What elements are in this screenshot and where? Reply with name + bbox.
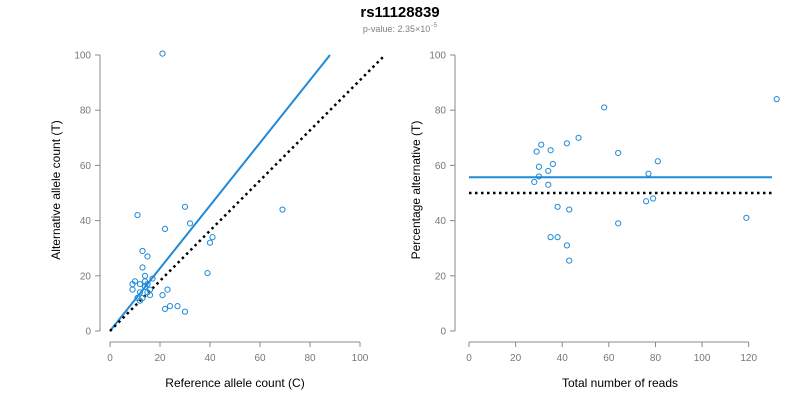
x-tick-label: 40 xyxy=(204,353,216,364)
data-point xyxy=(209,234,216,241)
x-tick-label: 100 xyxy=(352,353,369,364)
data-point xyxy=(159,292,166,299)
x-tick-label: 100 xyxy=(694,353,711,364)
data-point xyxy=(535,173,543,180)
data-point xyxy=(161,305,169,313)
y-tick-label: 80 xyxy=(435,106,447,117)
y-tick-label: 100 xyxy=(74,51,91,62)
data-point xyxy=(743,214,750,221)
data-point xyxy=(149,275,156,282)
data-point xyxy=(159,50,166,57)
data-point xyxy=(136,289,144,296)
data-point xyxy=(139,247,146,255)
data-point xyxy=(563,242,570,249)
data-point xyxy=(563,140,570,147)
data-point xyxy=(533,148,540,155)
data-point xyxy=(131,278,139,285)
y-tick-label: 100 xyxy=(429,51,446,62)
x-tick-label: 20 xyxy=(154,353,166,364)
data-point xyxy=(566,257,573,264)
data-point xyxy=(186,220,194,227)
data-point xyxy=(141,278,149,285)
data-point xyxy=(164,286,171,293)
x-tick-label: 60 xyxy=(603,353,615,364)
x-tick-label: 0 xyxy=(466,353,472,364)
data-point xyxy=(545,181,552,188)
data-point xyxy=(129,286,136,293)
y-tick-label: 20 xyxy=(435,271,447,282)
reference-dotted-line xyxy=(109,54,386,332)
data-point xyxy=(575,134,582,141)
data-point xyxy=(545,167,552,175)
x-tick-label: 80 xyxy=(650,353,662,364)
data-point xyxy=(144,253,151,260)
y-tick-label: 40 xyxy=(80,216,92,227)
right-scatter-panel: 0 20 40 60 80 100 120 0 20 40 60 80 100 Total number … xyxy=(409,51,780,390)
chart-title: rs11128839 xyxy=(360,4,440,21)
x-tick-label: 120 xyxy=(740,353,757,364)
data-point xyxy=(144,289,151,296)
chart-subtitle-pvalue: p-value: 2.35×10−5 xyxy=(0,23,800,34)
x-tick-label: 60 xyxy=(254,353,266,364)
data-point xyxy=(547,147,554,154)
data-point xyxy=(136,280,144,288)
data-point xyxy=(136,297,144,304)
data-point xyxy=(141,272,149,279)
data-point xyxy=(174,303,181,310)
data-point xyxy=(615,149,622,157)
x-tick-label: 40 xyxy=(557,353,569,364)
data-point xyxy=(139,264,146,271)
data-point xyxy=(549,160,557,168)
data-point xyxy=(181,308,189,315)
data-point xyxy=(279,206,286,213)
data-point xyxy=(206,239,214,246)
data-point xyxy=(773,96,780,103)
data-point xyxy=(204,269,211,277)
data-point xyxy=(650,195,657,202)
pvalue-text: p-value: 2.35×10 xyxy=(362,24,431,34)
data-point xyxy=(531,178,538,186)
data-point xyxy=(166,303,174,310)
pvalue-exponent: −5 xyxy=(430,23,438,29)
fit-line xyxy=(109,54,331,332)
data-point xyxy=(538,141,545,148)
data-point xyxy=(554,234,561,241)
y-tick-label: 0 xyxy=(440,327,446,338)
x-axis-label: Total number of reads xyxy=(562,376,678,390)
x-axis-label: Reference allele count (C) xyxy=(165,376,304,390)
x-tick-label: 80 xyxy=(304,353,316,364)
data-point xyxy=(645,170,652,177)
data-point xyxy=(654,158,661,165)
x-tick-label: 0 xyxy=(107,353,113,364)
data-point xyxy=(615,220,622,227)
data-point xyxy=(134,211,141,219)
y-tick-label: 40 xyxy=(435,216,447,227)
y-tick-label: 60 xyxy=(80,161,92,172)
data-point xyxy=(535,163,543,170)
data-point xyxy=(547,234,554,241)
y-axis-label: Percentage alternative (T) xyxy=(409,121,423,260)
y-tick-label: 60 xyxy=(435,161,447,172)
data-point xyxy=(554,203,561,210)
data-point xyxy=(161,225,169,232)
y-tick-label: 20 xyxy=(80,271,92,282)
data-point xyxy=(566,206,573,213)
y-tick-label: 80 xyxy=(80,106,92,117)
data-point xyxy=(643,198,650,205)
data-point xyxy=(181,203,189,210)
data-point xyxy=(601,104,608,111)
y-tick-label: 0 xyxy=(85,327,91,338)
left-scatter-panel: 0 20 40 60 80 100 0 20 40 60 80 100 Reference allele… xyxy=(49,50,386,390)
y-axis-label: Alternative allele count (T) xyxy=(49,120,63,259)
x-tick-label: 20 xyxy=(510,353,522,364)
